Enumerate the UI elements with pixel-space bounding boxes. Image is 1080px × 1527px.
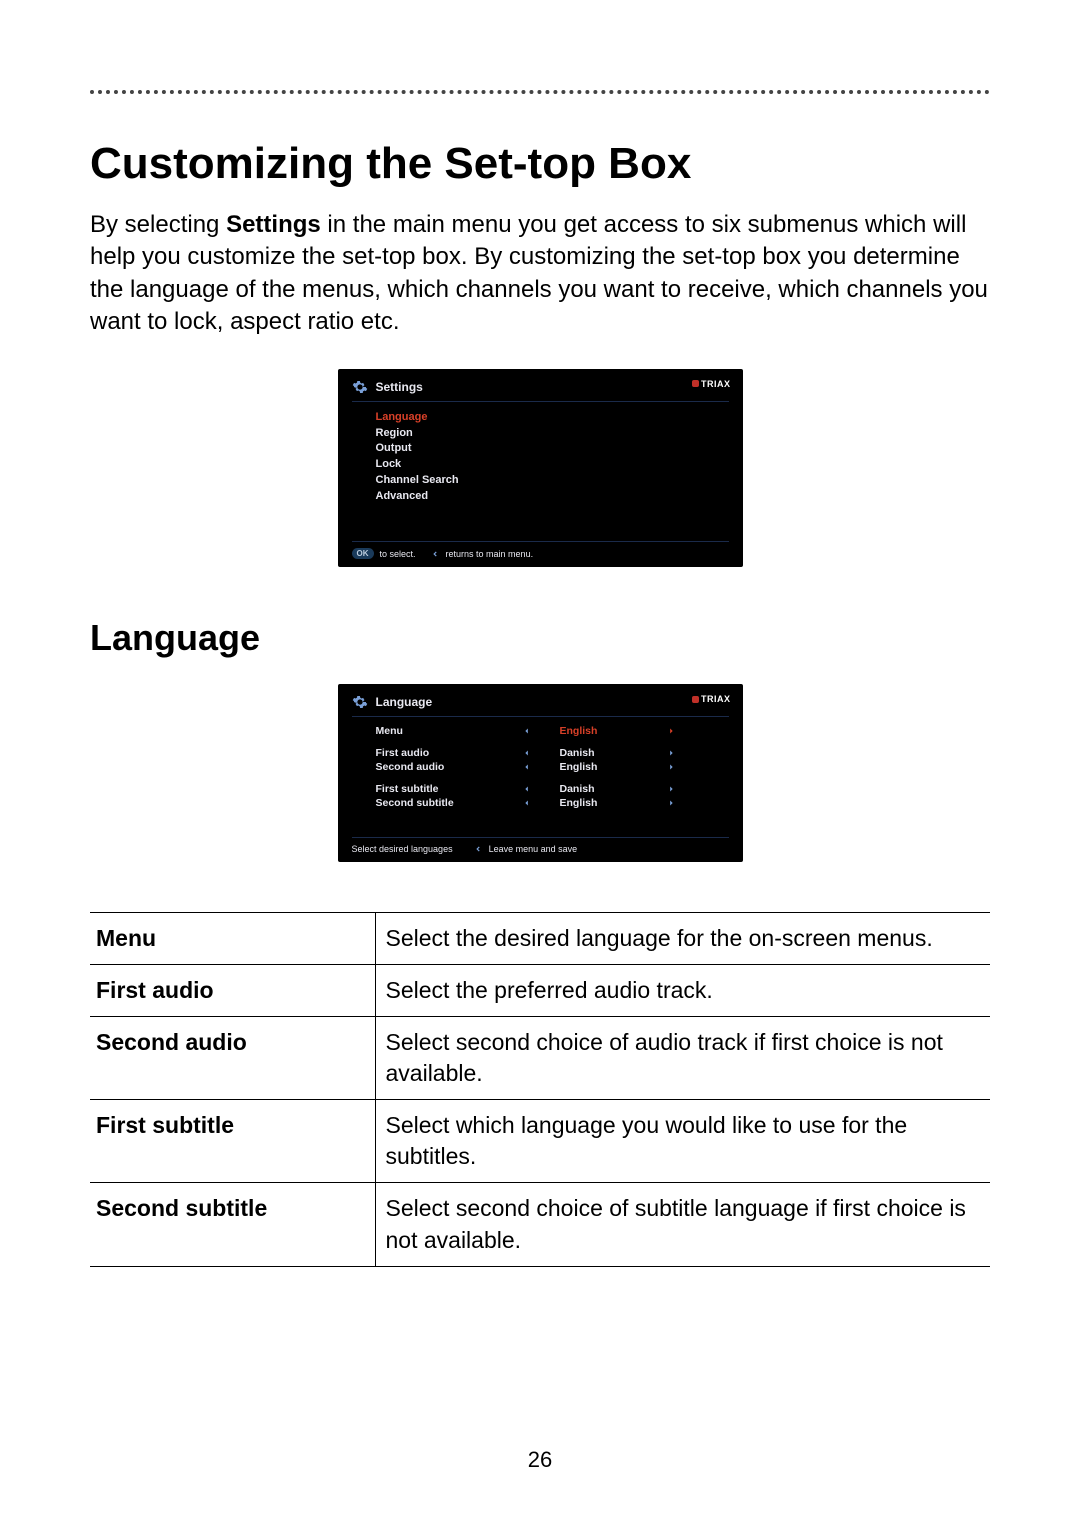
intro-paragraph: By selecting Settings in the main menu y… (90, 209, 990, 339)
settings-menu-item: Lock (376, 457, 729, 473)
language-row-value: English (560, 797, 640, 809)
table-key: Second subtitle (90, 1183, 375, 1266)
gear-icon (352, 379, 368, 395)
ok-button-hint-icon: OK (352, 548, 374, 559)
language-row-label: First audio (376, 747, 496, 759)
arrow-left-icon (522, 726, 532, 736)
arrow-left-icon (522, 784, 532, 794)
brand-text: TRIAX (701, 379, 731, 389)
table-value: Select which language you would like to … (375, 1100, 990, 1183)
back-arrow-icon (473, 844, 483, 854)
table-value: Select the preferred audio track. (375, 965, 990, 1017)
table-key: Second audio (90, 1017, 375, 1100)
footer-left-hint: Select desired languages (352, 844, 453, 854)
arrow-left-icon (522, 748, 532, 758)
table-row: Second audioSelect second choice of audi… (90, 1017, 990, 1100)
screen1-title: Settings (376, 380, 423, 394)
brand-badge: TRIAX (692, 694, 731, 704)
page-title: Customizing the Set-top Box (90, 139, 990, 189)
footer-ok-hint: to select. (380, 549, 416, 559)
page-number: 26 (90, 1447, 990, 1473)
footer-right-hint: Leave menu and save (489, 844, 578, 854)
intro-bold: Settings (226, 211, 321, 238)
brand-dot-icon (692, 380, 699, 387)
arrow-right-icon (666, 748, 676, 758)
table-value: Select the desired language for the on-s… (375, 913, 990, 965)
gear-icon (352, 694, 368, 710)
language-row-label: Second audio (376, 761, 496, 773)
table-value: Select second choice of subtitle languag… (375, 1183, 990, 1266)
screen2-title: Language (376, 695, 433, 709)
back-arrow-icon (430, 549, 440, 559)
brand-badge: TRIAX (692, 379, 731, 389)
arrow-left-icon (522, 762, 532, 772)
arrow-left-icon (522, 798, 532, 808)
brand-dot-icon (692, 696, 699, 703)
table-value: Select second choice of audio track if f… (375, 1017, 990, 1100)
language-row-label: First subtitle (376, 783, 496, 795)
arrow-right-icon (666, 784, 676, 794)
language-row-value: English (560, 761, 640, 773)
arrow-right-icon (666, 798, 676, 808)
settings-menu-item: Advanced (376, 489, 729, 505)
table-row: First subtitleSelect which language you … (90, 1100, 990, 1183)
settings-screenshot: TRIAX Settings LanguageRegionOutputLockC… (338, 369, 743, 568)
language-row-label: Second subtitle (376, 797, 496, 809)
section-heading-language: Language (90, 617, 990, 659)
arrow-right-icon (666, 762, 676, 772)
settings-menu-item: Output (376, 441, 729, 457)
language-options-table: MenuSelect the desired language for the … (90, 912, 990, 1266)
table-key: Menu (90, 913, 375, 965)
table-row: Second subtitleSelect second choice of s… (90, 1183, 990, 1266)
table-key: First audio (90, 965, 375, 1017)
settings-menu-item: Language (376, 410, 729, 426)
language-row-value: English (560, 725, 640, 737)
intro-text-before: By selecting (90, 211, 226, 238)
language-screenshot: TRIAX Language Menu English First audio Dan… (338, 684, 743, 862)
table-row: MenuSelect the desired language for the … (90, 913, 990, 965)
settings-menu-item: Region (376, 426, 729, 442)
arrow-right-icon (666, 726, 676, 736)
language-row-value: Danish (560, 783, 640, 795)
brand-text: TRIAX (701, 694, 731, 704)
footer-back-hint: returns to main menu. (446, 549, 534, 559)
language-row-value: Danish (560, 747, 640, 759)
section-divider (90, 90, 990, 94)
table-key: First subtitle (90, 1100, 375, 1183)
language-row-label: Menu (376, 725, 496, 737)
settings-menu-item: Channel Search (376, 473, 729, 489)
table-row: First audioSelect the preferred audio tr… (90, 965, 990, 1017)
